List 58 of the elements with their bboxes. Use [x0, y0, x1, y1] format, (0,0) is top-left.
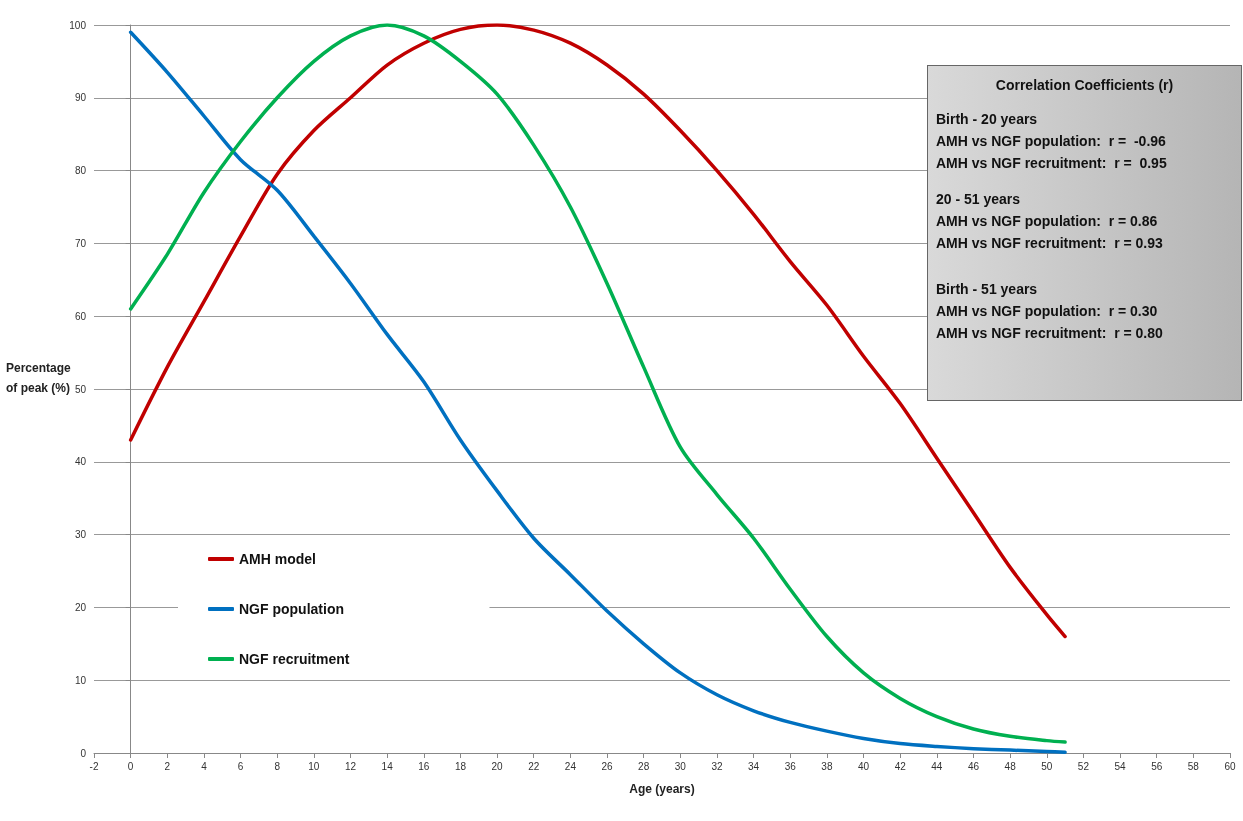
x-tick-label: 52 — [1077, 760, 1090, 772]
y-axis-title: Percentage of peak (%) — [6, 360, 71, 397]
legend-label: NGF population — [239, 601, 344, 617]
x-tick-label: 10 — [308, 760, 320, 772]
x-tick-label: 34 — [748, 760, 760, 772]
x-tick-label: 54 — [1114, 760, 1127, 772]
x-tick-label: 12 — [344, 760, 357, 772]
x-tick-label: 0 — [127, 760, 134, 772]
x-tick-label: 24 — [564, 760, 577, 772]
x-tick-label: 30 — [674, 760, 687, 772]
x-tick-label: 22 — [528, 760, 540, 772]
x-tick-label: 2 — [164, 760, 171, 772]
x-tick-label: 56 — [1151, 760, 1163, 772]
x-tick-label: 38 — [821, 760, 833, 772]
x-tick-label: -2 — [89, 760, 99, 772]
x-tick-label: 20 — [491, 760, 504, 772]
x-tick-label: 14 — [381, 760, 394, 772]
annotation: 20 - 51 years — [936, 190, 1022, 209]
x-tick-label: 42 — [894, 760, 907, 772]
y-tick-label: 90 — [74, 92, 87, 104]
annotation: Correlation Coefficients (r) — [994, 76, 1175, 95]
legend-label: NGF recruitment — [239, 651, 350, 667]
annotation: AMH vs NGF population: r = 0.30 — [936, 302, 1159, 321]
x-tick-label: 36 — [784, 760, 797, 772]
annotation: AMH vs NGF recruitment: r = 0.95 — [936, 154, 1168, 173]
x-tick-label: 60 — [1224, 760, 1236, 772]
y-tick-label: 50 — [74, 383, 87, 395]
annotation: AMH vs NGF population: r = -0.96 — [936, 132, 1167, 151]
x-tick-label: 26 — [601, 760, 614, 772]
x-tick-label: 16 — [418, 760, 430, 772]
y-tick-label: 80 — [74, 165, 87, 177]
y-tick-label: 30 — [74, 529, 87, 541]
y-tick-label: 60 — [74, 310, 87, 322]
annotation: AMH vs NGF recruitment: r = 0.93 — [936, 234, 1164, 253]
x-tick-label: 46 — [967, 760, 980, 772]
annotation: AMH vs NGF population: r = 0.86 — [936, 212, 1159, 231]
x-tick-label: 50 — [1041, 760, 1053, 772]
x-tick-label: 58 — [1187, 760, 1200, 772]
legend-label: AMH model — [239, 551, 316, 567]
x-tick-label: 6 — [237, 760, 244, 772]
y-tick-label: 0 — [80, 747, 87, 759]
y-tick-label: 20 — [74, 601, 87, 613]
x-tick-label: 4 — [201, 760, 208, 772]
x-tick-label: 40 — [857, 760, 870, 772]
y-tick-label: 10 — [74, 674, 87, 686]
x-axis-title: Age (years) — [629, 782, 695, 796]
y-tick-label: 40 — [74, 456, 87, 468]
x-tick-label: 48 — [1004, 760, 1017, 772]
x-tick-label: 44 — [931, 760, 943, 772]
x-tick-label: 8 — [274, 760, 281, 772]
x-tick-label: 18 — [454, 760, 467, 772]
annotation: Birth - 20 years — [936, 110, 1039, 129]
x-tick-label: 28 — [638, 760, 650, 772]
x-tick-label: 32 — [711, 760, 723, 772]
annotation: Birth - 51 years — [936, 280, 1039, 299]
annotation: AMH vs NGF recruitment: r = 0.80 — [936, 324, 1164, 343]
y-tick-label: 70 — [74, 237, 87, 249]
y-tick-label: 100 — [69, 19, 87, 31]
